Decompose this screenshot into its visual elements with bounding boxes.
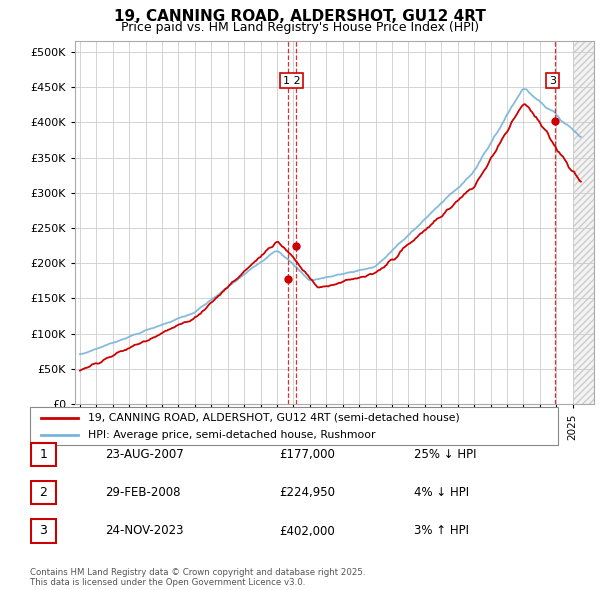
FancyBboxPatch shape <box>31 481 56 504</box>
Text: 24-NOV-2023: 24-NOV-2023 <box>105 525 184 537</box>
Bar <box>572 41 600 404</box>
Text: Contains HM Land Registry data © Crown copyright and database right 2025.
This d: Contains HM Land Registry data © Crown c… <box>30 568 365 587</box>
Text: 29-FEB-2008: 29-FEB-2008 <box>105 486 181 499</box>
Text: HPI: Average price, semi-detached house, Rushmoor: HPI: Average price, semi-detached house,… <box>88 430 376 440</box>
FancyBboxPatch shape <box>31 519 56 543</box>
Text: £224,950: £224,950 <box>279 486 335 499</box>
Bar <box>572 41 600 404</box>
Text: Price paid vs. HM Land Registry's House Price Index (HPI): Price paid vs. HM Land Registry's House … <box>121 21 479 34</box>
FancyBboxPatch shape <box>31 442 56 466</box>
Text: 19, CANNING ROAD, ALDERSHOT, GU12 4RT: 19, CANNING ROAD, ALDERSHOT, GU12 4RT <box>114 9 486 24</box>
Text: 23-AUG-2007: 23-AUG-2007 <box>105 448 184 461</box>
Text: 1: 1 <box>40 448 47 461</box>
Text: 3: 3 <box>40 525 47 537</box>
Text: 25% ↓ HPI: 25% ↓ HPI <box>414 448 476 461</box>
FancyBboxPatch shape <box>30 407 558 445</box>
Text: 19, CANNING ROAD, ALDERSHOT, GU12 4RT (semi-detached house): 19, CANNING ROAD, ALDERSHOT, GU12 4RT (s… <box>88 413 460 423</box>
Text: 1 2: 1 2 <box>283 76 301 86</box>
Text: 4% ↓ HPI: 4% ↓ HPI <box>414 486 469 499</box>
Text: 3% ↑ HPI: 3% ↑ HPI <box>414 525 469 537</box>
Text: 3: 3 <box>549 76 556 86</box>
Text: 2: 2 <box>40 486 47 499</box>
Text: £177,000: £177,000 <box>279 448 335 461</box>
Text: £402,000: £402,000 <box>279 525 335 537</box>
